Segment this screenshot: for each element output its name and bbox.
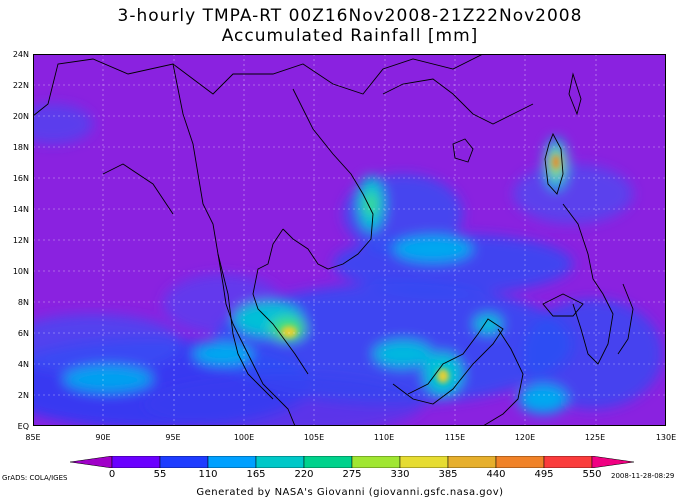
colorbar-segment-8 (447, 456, 497, 468)
colorbar-label: 220 (294, 469, 314, 480)
y-tick-label: 8N (17, 298, 29, 307)
colorbar-segment-0 (70, 456, 113, 468)
x-tick-label: 90E (95, 433, 111, 442)
y-tick-label: 16N (12, 174, 29, 183)
x-tick-label: 125E (584, 433, 606, 442)
rainfall-peaks (281, 155, 559, 383)
y-tick-label: 4N (17, 360, 29, 369)
colorbar-label: 110 (198, 469, 218, 480)
colorbar-segment-6 (351, 456, 401, 468)
x-tick-label: 110E (373, 433, 395, 442)
colorbar-label: 0 (108, 469, 116, 480)
y-tick-label: 20N (12, 112, 29, 121)
x-tick-label: 120E (514, 433, 536, 442)
colorbar-label: 55 (153, 469, 167, 480)
grads-label: GrADS: COLA/IGES (2, 474, 68, 482)
y-tick-label: 6N (17, 329, 29, 338)
y-tick-label: 10N (12, 267, 29, 276)
colorbar-segment-4 (255, 456, 305, 468)
colorbar-label: 385 (438, 469, 458, 480)
colorbar-segment-9 (495, 456, 545, 468)
map-border (33, 54, 666, 426)
y-tick-label: 24N (12, 50, 29, 59)
colorbar-label: 330 (390, 469, 410, 480)
colorbar-segment-7 (399, 456, 449, 468)
y-tick-label: 18N (12, 143, 29, 152)
colorbar-segment-3 (207, 456, 257, 468)
colorbar (70, 456, 634, 468)
colorbar-label: 165 (246, 469, 266, 480)
rainfall-field (33, 104, 663, 426)
colorbar-label: 550 (582, 469, 602, 480)
map-gridlines (33, 54, 666, 426)
colorbar-segment-10 (543, 456, 593, 468)
colorbar-label: 275 (342, 469, 362, 480)
colorbar-segment-11 (591, 456, 634, 468)
map-subtitle: Accumulated Rainfall [mm] (221, 26, 479, 46)
date-stamp: 2008-11-28-08:29 (611, 472, 675, 480)
y-tick-label: EQ (17, 422, 29, 431)
colorbar-segment-2 (159, 456, 209, 468)
y-tick-label: 14N (12, 205, 29, 214)
x-tick-label: 130E (655, 433, 677, 442)
colorbar-segment-5 (303, 456, 353, 468)
x-tick-label: 105E (303, 433, 325, 442)
colorbar-segment-1 (111, 456, 161, 468)
credit-line: Generated by NASA's Giovanni (giovanni.g… (196, 487, 504, 498)
rainfall-map (33, 54, 666, 426)
x-tick-label: 85E (25, 433, 41, 442)
y-tick-label: 22N (12, 81, 29, 90)
x-tick-label: 115E (444, 433, 466, 442)
x-tick-label: 100E (233, 433, 255, 442)
y-tick-label: 12N (12, 236, 29, 245)
x-tick-label: 95E (165, 433, 181, 442)
y-tick-label: 2N (17, 391, 29, 400)
coastlines (33, 54, 634, 426)
colorbar-label: 440 (486, 469, 506, 480)
map-title: 3-hourly TMPA-RT 00Z16Nov2008-21Z22Nov20… (117, 6, 583, 26)
colorbar-label: 495 (534, 469, 554, 480)
